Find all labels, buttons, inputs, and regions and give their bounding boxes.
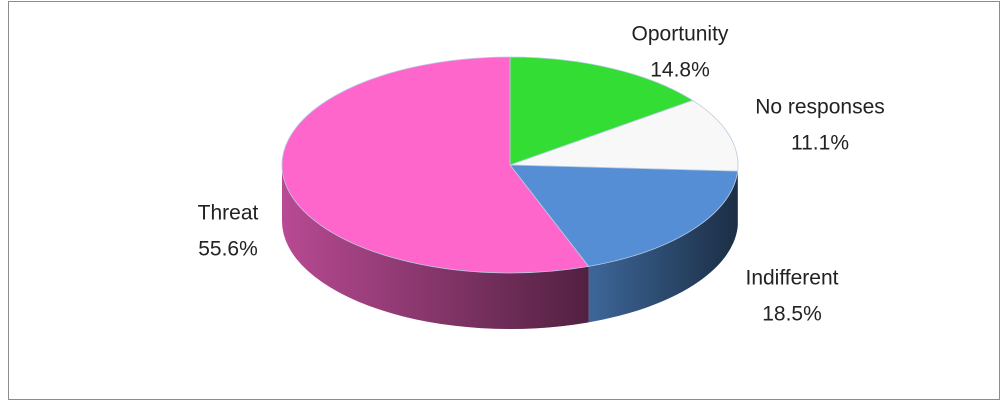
slice-value: 14.8% — [650, 59, 710, 82]
pie-slice — [281, 56, 590, 274]
pie-side-shade — [282, 165, 589, 330]
slice-value: 18.5% — [762, 303, 822, 326]
slice-label: No responses — [755, 96, 885, 119]
slice-value: 55.6% — [198, 238, 258, 261]
pie-slice — [509, 164, 739, 267]
pie-side-shade — [588, 171, 738, 323]
slice-value: 11.1% — [791, 132, 849, 155]
pie-slice — [509, 56, 694, 166]
slice-label: Threat — [198, 202, 259, 225]
slice-label: Oportunity — [632, 23, 729, 46]
pie-slice — [509, 99, 739, 172]
slice-label: Indifferent — [745, 267, 838, 290]
